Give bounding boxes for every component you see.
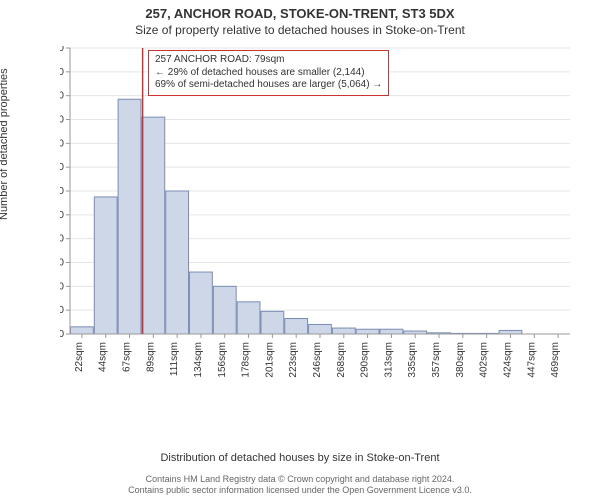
svg-text:200: 200 [60,305,64,316]
callout-property-size: 257 ANCHOR ROAD: 79sqm [155,54,382,67]
svg-text:1400: 1400 [60,162,64,173]
svg-text:2400: 2400 [60,46,64,54]
histogram-bar [261,311,284,334]
histogram-bar [71,327,94,334]
footer-line-1: Contains HM Land Registry data © Crown c… [0,474,600,485]
svg-text:402sqm: 402sqm [479,342,490,378]
svg-text:246sqm: 246sqm [312,342,323,378]
chart-subtitle: Size of property relative to detached ho… [0,21,600,37]
svg-text:447sqm: 447sqm [526,342,537,378]
svg-text:2200: 2200 [60,67,64,78]
histogram-bar [356,329,379,334]
histogram-bar [118,99,141,334]
histogram-bar [166,191,189,334]
histogram-bar [142,117,165,334]
callout-larger-pct: 69% of semi-detached houses are larger (… [155,79,382,92]
svg-text:268sqm: 268sqm [336,342,347,378]
svg-text:178sqm: 178sqm [241,342,252,378]
svg-text:800: 800 [60,234,64,245]
svg-text:313sqm: 313sqm [383,342,394,378]
svg-text:201sqm: 201sqm [264,342,275,378]
svg-text:1600: 1600 [60,138,64,149]
svg-text:2000: 2000 [60,91,64,102]
footer-line-2: Contains public sector information licen… [0,485,600,496]
histogram-bar [213,286,236,334]
callout-smaller-pct: ← 29% of detached houses are smaller (2,… [155,67,382,80]
svg-text:223sqm: 223sqm [288,342,299,378]
histogram-bar [94,197,117,334]
svg-text:335sqm: 335sqm [407,342,418,378]
svg-text:400: 400 [60,281,64,292]
svg-text:111sqm: 111sqm [169,342,180,376]
histogram-bar [332,328,355,334]
svg-text:89sqm: 89sqm [145,342,156,372]
svg-text:469sqm: 469sqm [550,342,561,378]
histogram-bar [285,319,308,334]
svg-text:134sqm: 134sqm [193,342,204,378]
svg-text:424sqm: 424sqm [502,342,513,378]
attribution-footer: Contains HM Land Registry data © Crown c… [0,474,600,496]
svg-text:67sqm: 67sqm [122,342,133,372]
histogram-bar [190,272,213,334]
histogram-bar [499,330,522,334]
svg-text:380sqm: 380sqm [455,342,466,378]
svg-text:1200: 1200 [60,186,64,197]
histogram-bar [237,302,260,334]
histogram-bar [309,324,332,334]
y-axis-label: Number of detached properties [0,68,10,220]
svg-text:44sqm: 44sqm [98,342,109,372]
svg-text:1800: 1800 [60,115,64,126]
svg-text:1000: 1000 [60,210,64,221]
svg-text:290sqm: 290sqm [360,342,371,378]
histogram-bar [380,329,403,334]
chart-svg: 0 200 400 600 800 1000 1200 1400 1600 1800 2000 220… [60,46,580,396]
svg-text:22sqm: 22sqm [74,342,85,372]
property-callout: 257 ANCHOR ROAD: 79sqm ← 29% of detached… [148,50,389,96]
svg-text:156sqm: 156sqm [217,342,228,378]
svg-text:0: 0 [60,329,64,340]
svg-text:357sqm: 357sqm [431,342,442,378]
svg-text:600: 600 [60,258,64,269]
histogram-plot: 0 200 400 600 800 1000 1200 1400 1600 1800 2000 220… [60,46,580,396]
x-axis-label: Distribution of detached houses by size … [0,452,600,464]
chart-title: 257, ANCHOR ROAD, STOKE-ON-TRENT, ST3 5D… [0,0,600,21]
